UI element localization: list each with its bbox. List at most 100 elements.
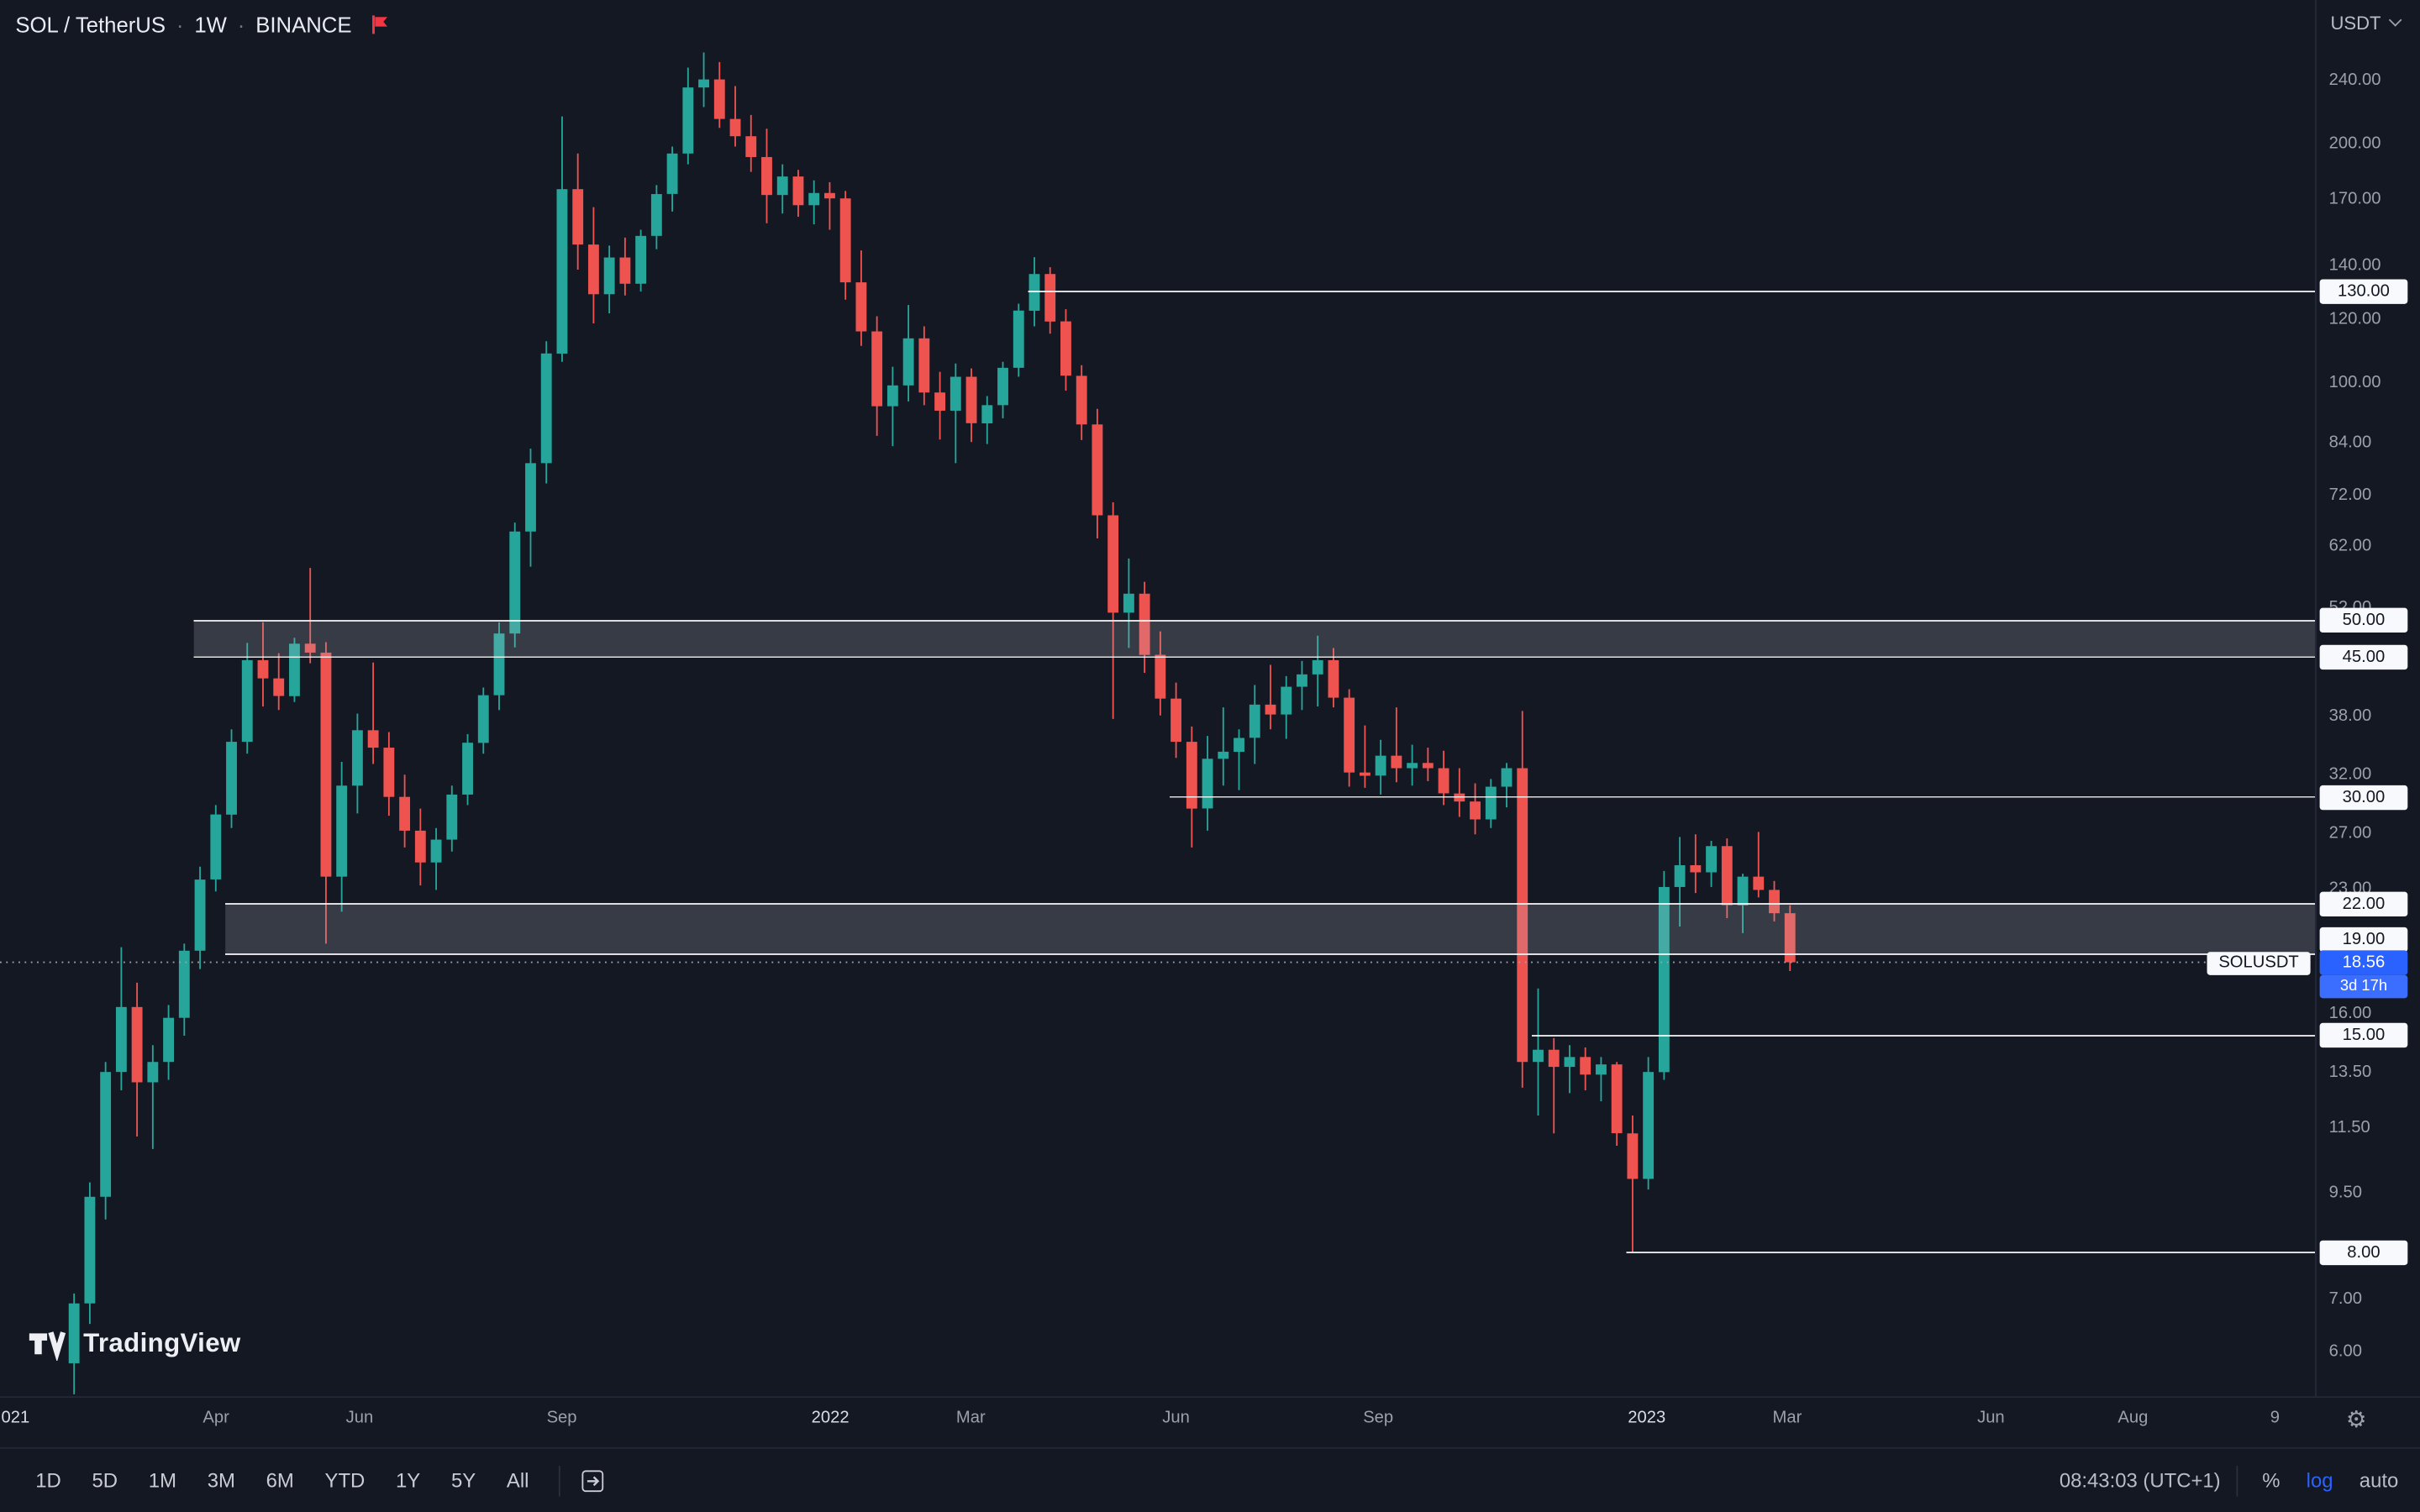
candle [1611, 1062, 1623, 1146]
candle [997, 361, 1008, 418]
toolbar-divider [558, 1464, 560, 1496]
candle [713, 61, 725, 129]
tradingview-logo-icon [29, 1331, 66, 1361]
candle [1249, 685, 1260, 764]
candle [257, 622, 269, 707]
candle [1328, 648, 1339, 708]
candle [556, 116, 568, 362]
candle [776, 164, 788, 214]
candle [1580, 1047, 1591, 1091]
candle [210, 805, 222, 892]
chart-pane[interactable]: SOL / TetherUS · 1W · BINANCE SOLUSDT [0, 0, 2316, 1396]
candle [430, 827, 442, 890]
chevron-down-icon [2388, 13, 2402, 27]
candle [698, 52, 709, 108]
candle [1060, 309, 1071, 391]
candle [147, 1045, 159, 1149]
candle [950, 363, 961, 464]
candle [902, 305, 914, 402]
price-tick: 200.00 [2328, 134, 2381, 153]
price-tick: 11.50 [2328, 1118, 2370, 1137]
candle [1044, 267, 1056, 334]
candle [1438, 750, 1449, 806]
price-axis[interactable]: USDT 240.00 200.00 170.00 140.00 120.00 100.0… [2315, 0, 2420, 1397]
interval-label[interactable]: 1W [194, 12, 227, 38]
candle [1564, 1045, 1576, 1094]
candle [886, 366, 898, 447]
candle [399, 774, 411, 848]
range-button-1y[interactable]: 1Y [381, 1462, 434, 1498]
candle [1517, 711, 1528, 1088]
candle [1548, 1037, 1560, 1134]
clock[interactable]: 08:43:03 (UTC+1) [2059, 1468, 2221, 1493]
toolbar-divider [2235, 1464, 2238, 1496]
candle [509, 522, 521, 648]
price-level-label[interactable]: 15.00 [2319, 1023, 2408, 1048]
time-tick: Apr [203, 1408, 229, 1427]
price-level-label[interactable]: 50.00 [2319, 608, 2408, 633]
price-zone[interactable] [193, 620, 2316, 659]
candle [1155, 631, 1166, 716]
time-tick: Sep [1363, 1408, 1394, 1427]
candle [792, 170, 804, 218]
symbol-price-flag[interactable]: SOLUSDT [2207, 951, 2311, 975]
candle [351, 713, 363, 814]
candle [745, 114, 757, 172]
price-level-label[interactable]: 8.00 [2319, 1240, 2408, 1265]
time-tick: Mar [1772, 1408, 1802, 1427]
range-button-5y[interactable]: 5Y [437, 1462, 489, 1498]
time-axis[interactable]: ⚙ 021 Apr Jun Sep 2022 Mar Jun Sep 2023 Mar Jun Aug… [0, 1396, 2420, 1447]
time-tick: Sep [546, 1408, 577, 1427]
log-scale-button[interactable]: log [2306, 1468, 2333, 1493]
range-button-3m[interactable]: 3M [193, 1462, 249, 1498]
range-button-1d[interactable]: 1D [22, 1462, 76, 1498]
candle [761, 129, 772, 223]
price-tick: 120.00 [2328, 309, 2381, 328]
candle [1076, 365, 1087, 440]
time-tick: 2023 [1628, 1408, 1666, 1427]
range-button-all[interactable]: All [492, 1462, 543, 1498]
candle [839, 191, 851, 300]
candle [1596, 1057, 1607, 1102]
range-button-5d[interactable]: 5D [78, 1462, 132, 1498]
price-level-label[interactable]: 45.00 [2319, 644, 2408, 669]
price-level-label[interactable]: 130.00 [2319, 279, 2408, 304]
candlestick-chart[interactable] [0, 0, 2316, 1396]
range-button-6m[interactable]: 6M [252, 1462, 308, 1498]
candle [1533, 988, 1544, 1116]
settings-gear-icon[interactable]: ⚙ [2345, 1407, 2367, 1434]
auto-scale-button[interactable]: auto [2359, 1468, 2399, 1493]
bottom-toolbar: 1D 5D 1M 3M 6M YTD 1Y 5Y All 08:43:03 (UTC+1) % … [0, 1446, 2420, 1512]
candle [131, 982, 143, 1137]
candle [1769, 880, 1780, 921]
candle [414, 808, 426, 886]
go-to-date-icon [581, 1469, 603, 1492]
candle [1784, 905, 1796, 972]
price-tick: 9.50 [2328, 1184, 2362, 1203]
price-level-label[interactable]: 22.00 [2319, 891, 2408, 916]
price-tick: 16.00 [2328, 1004, 2372, 1023]
price-level-label[interactable]: 19.00 [2319, 926, 2408, 952]
price-level-label[interactable]: 30.00 [2319, 784, 2408, 810]
percent-scale-button[interactable]: % [2262, 1468, 2281, 1493]
exchange-label[interactable]: BINANCE [255, 12, 352, 38]
candle [84, 1182, 96, 1325]
symbol-title[interactable]: SOL / TetherUS [15, 12, 166, 38]
price-zone[interactable] [225, 903, 2316, 955]
tradingview-logo[interactable]: TradingView [28, 1327, 241, 1361]
symbol-legend[interactable]: SOL / TetherUS · 1W · BINANCE [15, 13, 390, 37]
time-tick: 2022 [811, 1408, 850, 1427]
candle [823, 181, 835, 230]
candle [1391, 707, 1402, 783]
flag-icon[interactable] [369, 14, 391, 36]
candle [68, 1293, 80, 1394]
range-button-1m[interactable]: 1M [134, 1462, 190, 1498]
range-button-ytd[interactable]: YTD [311, 1462, 379, 1498]
currency-toggle[interactable]: USDT [2330, 13, 2402, 34]
time-tick: Jun [345, 1408, 374, 1427]
go-to-date-button[interactable] [576, 1463, 609, 1497]
candle [383, 732, 395, 816]
candle [1202, 736, 1213, 831]
candle [1753, 832, 1765, 898]
